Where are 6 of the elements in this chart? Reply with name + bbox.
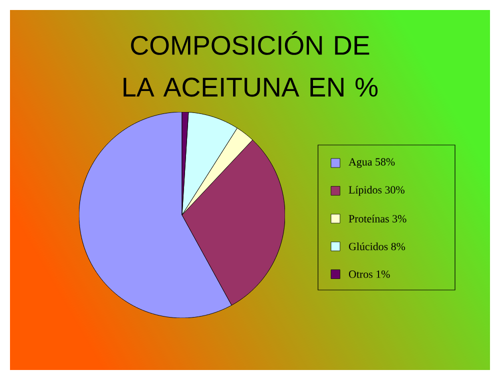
chart-title: COMPOSICIÓN DE LA ACEITUNA EN %	[124, 31, 378, 97]
legend-label: Otros 1%	[348, 270, 390, 278]
legend-label: Agua 58%	[348, 158, 395, 168]
legend-label: Glúcidos 8%	[348, 242, 406, 250]
legend-label: Proteínas 3%	[348, 214, 406, 222]
legend-label: Lípidos 30%	[348, 186, 404, 196]
